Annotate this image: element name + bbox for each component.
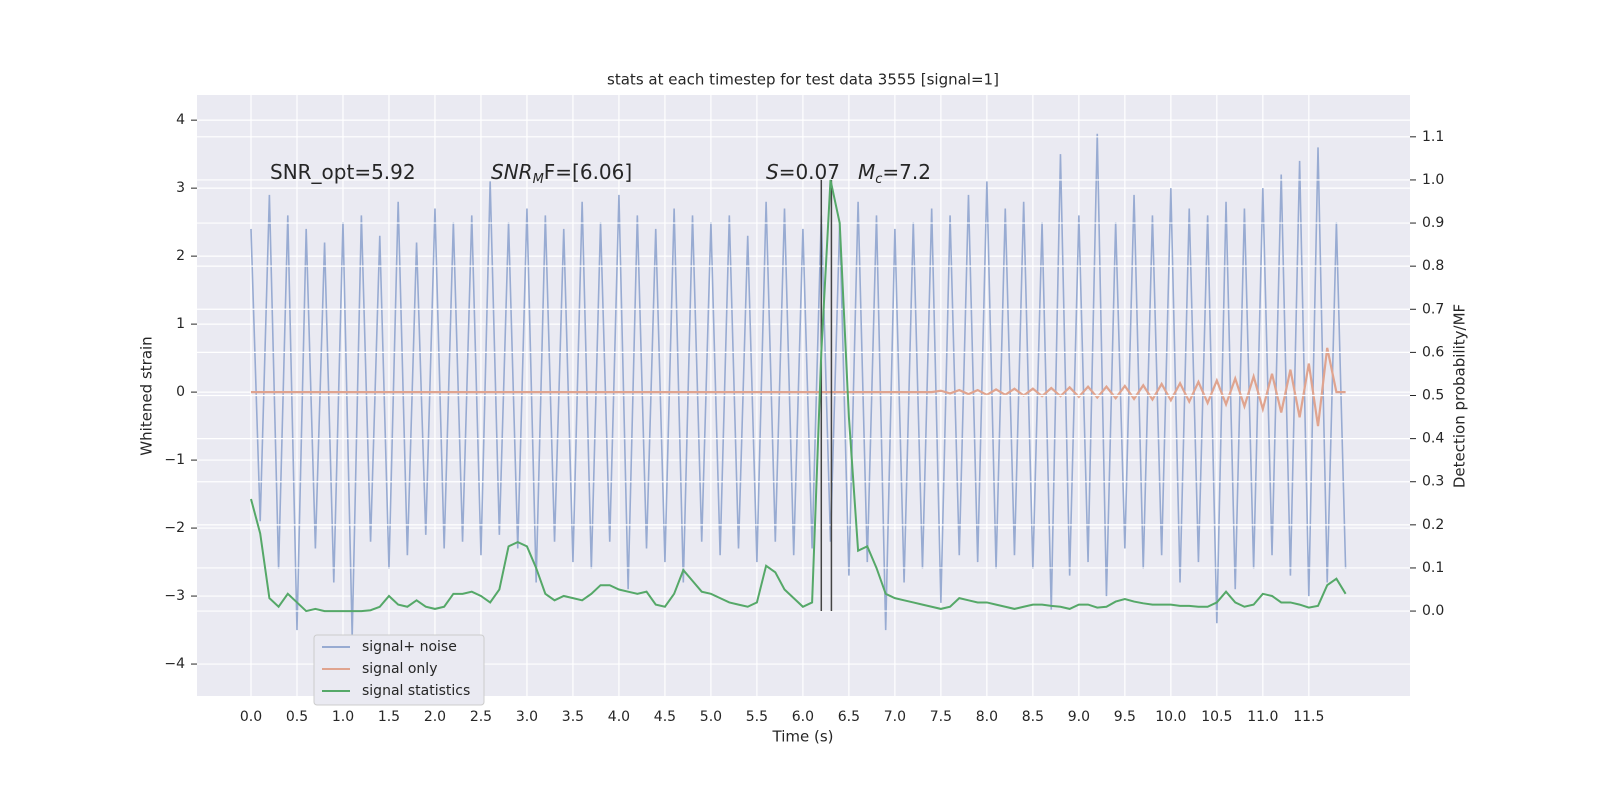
x-tick-label: 11.0 xyxy=(1247,709,1278,725)
x-tick-label: 3.0 xyxy=(516,709,538,725)
annotation-part: SNR_opt=5.92 xyxy=(270,160,416,184)
x-axis-label: Time (s) xyxy=(772,728,834,746)
x-tick-label: 8.0 xyxy=(976,709,998,725)
y-tick-label: −1 xyxy=(164,452,185,468)
annotation-part: c xyxy=(875,172,882,187)
annotation: Mc=7.2 xyxy=(858,160,931,187)
x-tick-label: 7.5 xyxy=(930,709,952,725)
x-tick-label: 4.5 xyxy=(654,709,676,725)
x-tick-label: 5.0 xyxy=(700,709,722,725)
x-tick-label: 10.5 xyxy=(1201,709,1232,725)
y2-tick-label: 0.3 xyxy=(1422,474,1444,490)
y2-tick-label: 1.0 xyxy=(1422,172,1444,188)
x-tick-label: 5.5 xyxy=(746,709,768,725)
y2-tick-label: 0.2 xyxy=(1422,517,1444,533)
y2-tick-label: 0.5 xyxy=(1422,388,1444,404)
chart-title: stats at each timestep for test data 355… xyxy=(607,71,999,89)
y2-axis-label: Detection probability/MF xyxy=(1451,304,1469,488)
x-tick-label: 1.0 xyxy=(332,709,354,725)
series-line xyxy=(250,347,1346,427)
y2-tick-label: 0.4 xyxy=(1422,431,1444,447)
y-tick-label: −3 xyxy=(164,588,185,604)
x-tick-label: 11.5 xyxy=(1293,709,1324,725)
y-tick-label: 1 xyxy=(176,316,185,332)
y-tick-label: 3 xyxy=(176,180,185,196)
y-tick-label: −4 xyxy=(164,656,185,672)
x-tick-label: 10.0 xyxy=(1155,709,1186,725)
x-tick-label: 4.0 xyxy=(608,709,630,725)
annotation-part: SNR xyxy=(491,160,533,184)
series-line xyxy=(250,179,1347,613)
annotation-part: M xyxy=(533,172,544,187)
annotation-part: =0.07 xyxy=(779,160,840,184)
annotation: SNR_opt=5.92 xyxy=(270,160,416,184)
y-tick-label: 4 xyxy=(176,112,185,128)
x-tick-label: 8.5 xyxy=(1022,709,1044,725)
legend-label: signal statistics xyxy=(362,683,470,699)
annotation-part: F=[6.06] xyxy=(544,160,632,184)
y2-tick-label: 0.8 xyxy=(1422,258,1444,274)
x-tick-label: 3.5 xyxy=(562,709,584,725)
annotation-part: =7.2 xyxy=(882,160,931,184)
legend-label: signal+ noise xyxy=(362,639,457,655)
annotation: SNRMF=[6.06] xyxy=(491,160,632,187)
x-tick-label: 6.5 xyxy=(838,709,860,725)
y2-tick-label: 0.7 xyxy=(1422,301,1444,317)
y-tick-label: 0 xyxy=(176,384,185,400)
annotation-part: S xyxy=(766,160,779,184)
y-tick-label: 2 xyxy=(176,248,185,264)
x-tick-label: 9.0 xyxy=(1068,709,1090,725)
annotation-part: M xyxy=(858,160,875,184)
legend-label: signal only xyxy=(362,661,437,677)
y-axis-label: Whitened strain xyxy=(138,336,156,455)
x-tick-label: 0.0 xyxy=(240,709,262,725)
y2-tick-label: 1.1 xyxy=(1422,129,1444,145)
x-tick-label: 7.0 xyxy=(884,709,906,725)
y2-tick-label: 0.9 xyxy=(1422,215,1444,231)
legend-box xyxy=(313,634,485,706)
annotation: S=0.07 xyxy=(766,160,840,184)
y-tick-label: −2 xyxy=(164,520,185,536)
x-tick-label: 1.5 xyxy=(378,709,400,725)
y2-tick-label: 0.0 xyxy=(1422,603,1444,619)
y2-tick-label: 0.1 xyxy=(1422,560,1444,576)
y2-tick-label: 0.6 xyxy=(1422,344,1444,360)
x-tick-label: 0.5 xyxy=(286,709,308,725)
x-tick-label: 9.5 xyxy=(1114,709,1136,725)
x-tick-label: 2.0 xyxy=(424,709,446,725)
x-tick-label: 6.0 xyxy=(792,709,814,725)
x-tick-label: 2.5 xyxy=(470,709,492,725)
